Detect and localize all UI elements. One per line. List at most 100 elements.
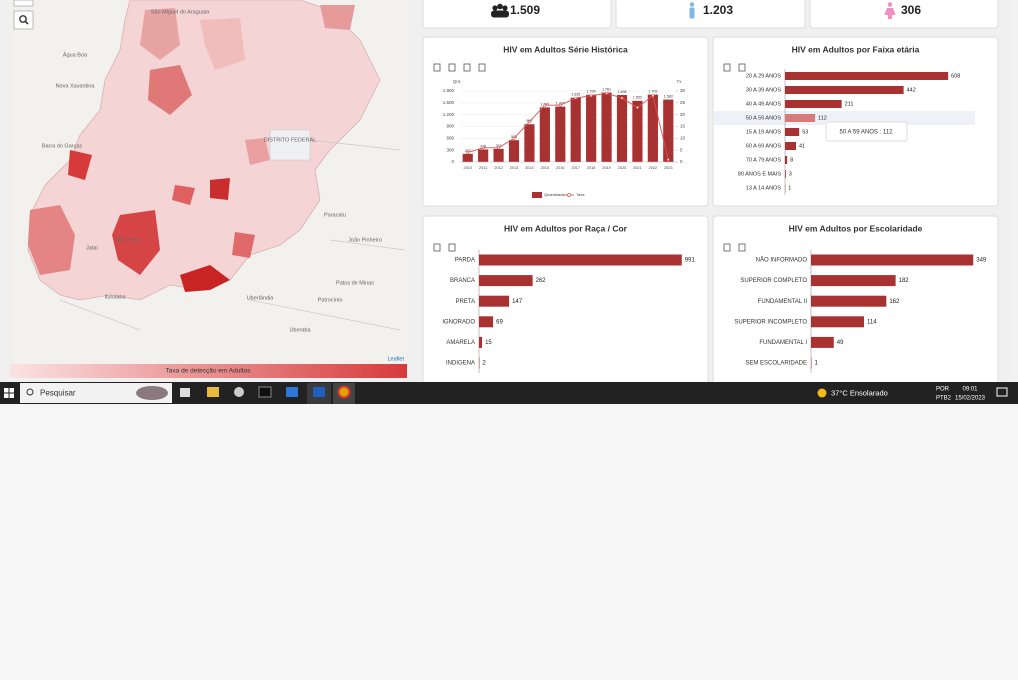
chart-title: HIV em Adultos por Escolaridade xyxy=(789,223,923,233)
rate-point xyxy=(620,96,624,100)
bar[interactable] xyxy=(479,254,682,266)
search-art xyxy=(136,386,168,400)
y-tick-label: 0 xyxy=(451,159,454,164)
category-label: 13 A 14 ANOS xyxy=(746,185,781,191)
notifications-icon[interactable] xyxy=(996,387,1008,397)
bar[interactable] xyxy=(479,316,494,328)
y2-tick-label: 25 xyxy=(680,100,686,105)
toolbar-icon[interactable] xyxy=(433,63,441,72)
bar[interactable] xyxy=(785,86,904,94)
rate-point xyxy=(605,91,608,95)
category-label: 15 A 19 ANOS xyxy=(746,129,781,135)
region xyxy=(200,18,245,70)
tooltip-text: 50 A 59 ANOS : 112 xyxy=(840,130,894,136)
bar[interactable] xyxy=(785,156,788,164)
bar[interactable] xyxy=(811,295,887,307)
bar[interactable] xyxy=(785,142,797,150)
kpi-card xyxy=(615,0,806,29)
y-tick-label: 900 xyxy=(446,124,454,129)
y-tick-label: 1.200 xyxy=(443,112,455,117)
bar[interactable] xyxy=(479,275,533,287)
bar-value-label: 211 xyxy=(845,101,854,107)
legend-label[interactable]: Quantidade xyxy=(544,192,565,197)
bar xyxy=(663,99,674,162)
legend-label[interactable]: Taxa xyxy=(576,192,585,197)
category-label: 40 A 49 ANOS xyxy=(746,101,781,107)
bar xyxy=(647,94,658,162)
bar-value-label: 332 xyxy=(496,144,502,148)
x-tick-label: 2014 xyxy=(525,166,533,170)
settings-icon[interactable] xyxy=(234,387,244,397)
blank-area xyxy=(0,404,1018,680)
bar-value-label: 53 xyxy=(802,129,808,135)
lang[interactable]: POR xyxy=(936,387,950,393)
category-label: SEM ESCOLARIDADE xyxy=(745,361,807,367)
bar-value-label: 147 xyxy=(512,299,523,305)
bar-value-label: 349 xyxy=(976,258,987,264)
keyboard-layout[interactable]: PTB2 xyxy=(936,396,952,402)
y-tick-label: 600 xyxy=(446,136,454,141)
bar[interactable] xyxy=(785,72,949,80)
toolbar-icon[interactable] xyxy=(723,243,731,252)
bar-value-label: 1.709 xyxy=(648,90,657,94)
male-icon xyxy=(689,2,695,19)
search-button[interactable] xyxy=(13,10,34,30)
tooltip xyxy=(825,121,908,142)
rate-point xyxy=(651,94,655,98)
bar[interactable] xyxy=(785,170,786,178)
zoom-out-button[interactable] xyxy=(13,0,34,7)
toolbar-icon[interactable] xyxy=(448,63,456,72)
y2-tick-label: 5 xyxy=(680,147,683,152)
bar[interactable] xyxy=(811,275,896,287)
x-tick-label: 2013 xyxy=(510,166,518,170)
outlook-icon[interactable] xyxy=(286,387,298,397)
category-label: 20 A 29 ANOS xyxy=(746,73,781,79)
category-label: PARDA xyxy=(455,258,475,264)
scrollbar[interactable] xyxy=(1011,0,1018,382)
bar[interactable] xyxy=(479,295,510,307)
bar[interactable] xyxy=(785,128,800,136)
y2-tick-label: 15 xyxy=(680,124,686,129)
bar[interactable] xyxy=(785,100,842,108)
toolbar-icon[interactable] xyxy=(448,243,456,252)
bar-value-label: 1 xyxy=(788,185,791,191)
region xyxy=(28,205,75,275)
bar-value-label: 1.583 xyxy=(664,95,673,99)
bar-value-label: 49 xyxy=(837,340,844,346)
map-place-label: Paracatu xyxy=(324,212,346,218)
search-box[interactable] xyxy=(20,383,172,403)
taskview-icon[interactable] xyxy=(180,388,190,397)
bar[interactable] xyxy=(811,336,834,348)
toolbar-icon[interactable] xyxy=(478,63,486,72)
bar-value-label: 162 xyxy=(889,299,900,305)
bar[interactable] xyxy=(479,336,483,348)
clock-time[interactable]: 09:01 xyxy=(962,387,978,393)
chart-card: HIV em Adultos por Raça / Cor PARDA 991 BRA… xyxy=(422,215,709,392)
map-attribution[interactable]: Leaflet xyxy=(387,356,404,362)
terminal-icon[interactable] xyxy=(258,386,272,398)
chart-card: HIV em Adultos por Faixa etária 20 A 29 A… xyxy=(712,36,999,207)
bar[interactable] xyxy=(785,114,816,122)
region xyxy=(180,265,230,292)
weather-text[interactable]: 37°C Ensolarado xyxy=(831,388,888,397)
clock-date[interactable]: 15/02/2023 xyxy=(955,396,986,402)
toolbar-icon[interactable] xyxy=(433,243,441,252)
search-icon xyxy=(24,20,29,25)
kpi-value: 1.203 xyxy=(703,3,733,17)
region xyxy=(172,185,195,205)
toolbar-icon[interactable] xyxy=(723,63,731,72)
bar[interactable] xyxy=(811,316,865,328)
category-label: SUPERIOR INCOMPLETO xyxy=(734,319,807,325)
search-placeholder: Pesquisar xyxy=(40,389,76,398)
toolbar-icon[interactable] xyxy=(738,63,746,72)
start-button[interactable] xyxy=(4,388,14,398)
legend-marker xyxy=(567,193,571,197)
category-label: SUPERIOR COMPLETO xyxy=(740,278,807,284)
rate-point xyxy=(666,158,670,162)
rate-point xyxy=(558,103,562,107)
y2-tick-label: 10 xyxy=(680,136,686,141)
toolbar-icon[interactable] xyxy=(463,63,471,72)
explorer-icon[interactable] xyxy=(207,387,219,397)
bar[interactable] xyxy=(811,254,974,266)
toolbar-icon[interactable] xyxy=(738,243,746,252)
